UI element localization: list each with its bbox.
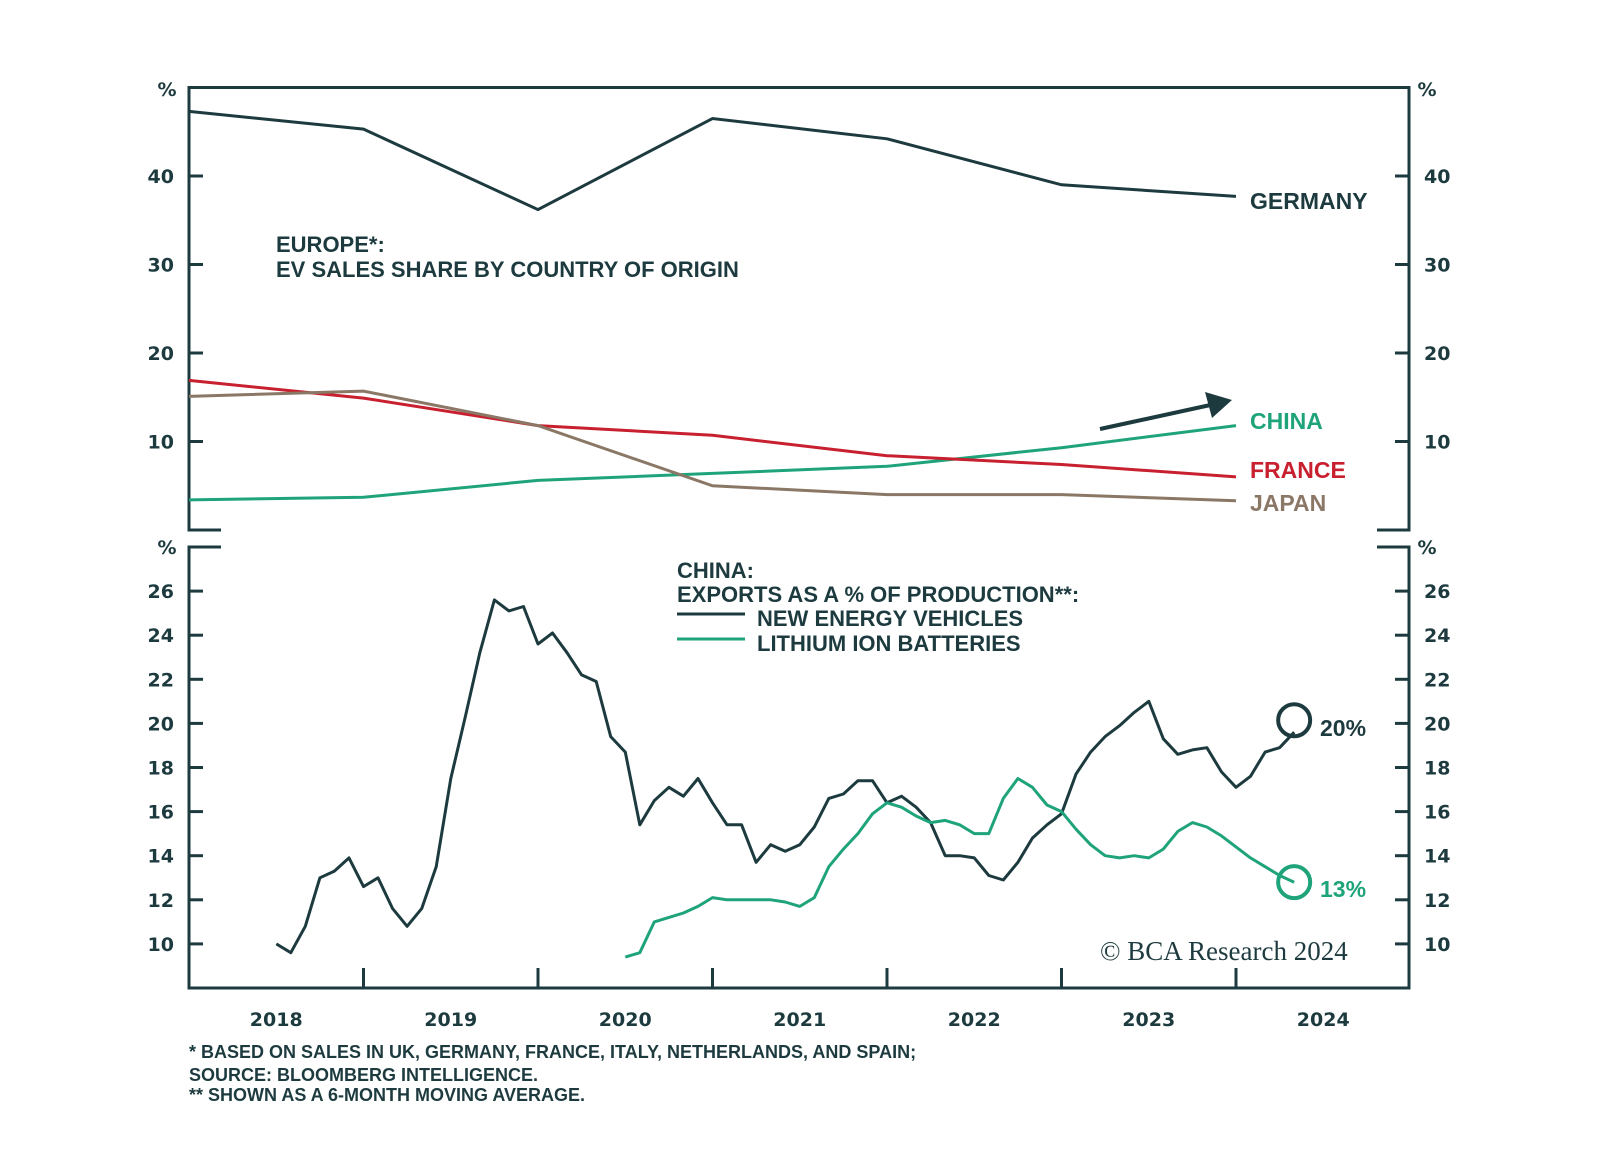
series-line-germany (188, 109, 1237, 212)
series-line-china (188, 424, 1237, 502)
nev-end-label: 20% (1320, 715, 1366, 741)
top-panel-title: EUROPE*: (276, 232, 385, 257)
y-axis-unit-label: % (1417, 79, 1436, 101)
series-line-lithium-ion-batteries (624, 777, 1295, 959)
bottom-y-right-tick-label: 22 (1424, 669, 1450, 691)
series-label-germany: GERMANY (1250, 188, 1368, 214)
bottom-y-right-tick-label: 18 (1424, 758, 1450, 780)
top-y-right-tick-label: 40 (1424, 166, 1450, 188)
x-tick-label-2020: 2020 (599, 1009, 652, 1031)
bottom-y-right-tick-label: 12 (1424, 890, 1450, 912)
bottom-y-left-tick-label: 26 (148, 581, 174, 603)
series-label-japan: JAPAN (1250, 490, 1326, 516)
x-tick-label-2024: 2024 (1297, 1009, 1350, 1031)
top-y-right-tick-label: 20 (1424, 343, 1450, 365)
legend-label-nev: NEW ENERGY VEHICLES (757, 606, 1023, 631)
bottom-y-left-tick-label: 12 (148, 890, 174, 912)
top-y-left-tick-label: 20 (148, 343, 174, 365)
batteries-end-label: 13% (1320, 876, 1366, 902)
bottom-y-right-tick-label: 20 (1424, 713, 1450, 735)
x-tick-label-2018: 2018 (250, 1009, 303, 1031)
copyright-logo: © BCA Research 2024 (1100, 936, 1348, 966)
footnote-2: SOURCE: BLOOMBERG INTELLIGENCE. (189, 1065, 538, 1085)
top-y-left-tick-label: 30 (148, 255, 174, 277)
series-label-france: FRANCE (1250, 457, 1346, 483)
bottom-y-right-tick-label: 26 (1424, 581, 1450, 603)
nev-end-marker (1276, 702, 1313, 739)
top-y-left-tick-label: 40 (148, 166, 174, 188)
top-panel-subtitle: EV SALES SHARE BY COUNTRY OF ORIGIN (276, 257, 739, 282)
x-tick-label-2023: 2023 (1122, 1009, 1175, 1031)
footnote-3: ** SHOWN AS A 6-MONTH MOVING AVERAGE. (189, 1085, 585, 1105)
series-lines (188, 109, 1313, 959)
bottom-y-right-tick-label: 10 (1424, 934, 1450, 956)
series-label-china: CHINA (1250, 408, 1323, 434)
top-y-left-tick-label: 10 (148, 432, 174, 454)
top-y-right-tick-label: 10 (1424, 432, 1450, 454)
bottom-y-left-tick-label: 20 (148, 713, 174, 735)
bottom-panel-subtitle: EXPORTS AS A % OF PRODUCTION**: (677, 582, 1079, 607)
series-line-france (188, 378, 1237, 479)
x-tick-label-2022: 2022 (948, 1009, 1001, 1031)
bottom-y-left-tick-label: 14 (148, 846, 174, 868)
bottom-y-right-tick-label: 16 (1424, 802, 1450, 824)
bottom-y-left-tick-label: 10 (148, 934, 174, 956)
footnote-1: * BASED ON SALES IN UK, GERMANY, FRANCE,… (189, 1042, 916, 1062)
bottom-y-left-tick-label: 16 (148, 802, 174, 824)
y-axis-unit-label: % (157, 537, 176, 559)
y-axis-unit-label: % (157, 79, 176, 101)
series-line-new-energy-vehicles (275, 598, 1296, 955)
bottom-y-left-tick-label: 24 (148, 625, 174, 647)
top-panel-frame (187, 86, 1411, 532)
axes (187, 86, 1411, 990)
top-y-right-tick-label: 30 (1424, 255, 1450, 277)
bottom-panel-frame (187, 545, 1411, 990)
x-tick-label-2021: 2021 (773, 1009, 826, 1031)
legend: NEW ENERGY VEHICLES LITHIUM ION BATTERIE… (677, 606, 1023, 656)
bottom-panel-title: CHINA: (677, 558, 754, 583)
bottom-y-left-tick-label: 22 (148, 669, 174, 691)
bottom-y-left-tick-label: 18 (148, 758, 174, 780)
series-line-japan (188, 389, 1237, 503)
bottom-y-right-tick-label: 24 (1424, 625, 1450, 647)
bottom-y-right-tick-label: 14 (1424, 846, 1450, 868)
x-tick-label-2019: 2019 (424, 1009, 477, 1031)
y-axis-unit-label: % (1417, 537, 1436, 559)
trend-arrow-icon (1099, 392, 1232, 431)
legend-label-batteries: LITHIUM ION BATTERIES (757, 631, 1021, 656)
batteries-end-marker (1276, 864, 1313, 901)
